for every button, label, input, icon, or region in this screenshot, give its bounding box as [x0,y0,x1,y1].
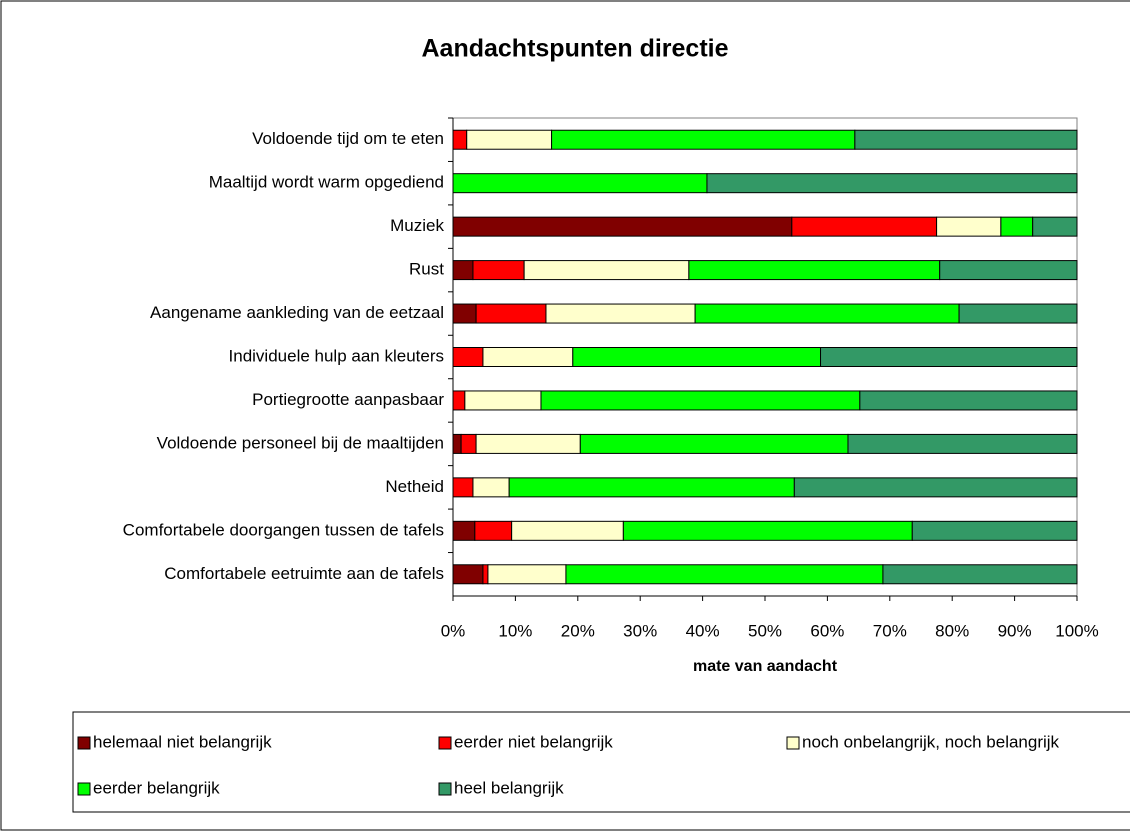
bar-segment [958,303,1078,324]
legend-label: eerder niet belangrijk [454,732,613,751]
bar-segment [622,520,913,541]
bar-segment [688,260,941,281]
bar-segment [911,520,1078,541]
bar-segment [475,433,581,454]
bar-segment [452,564,484,585]
x-tick-label: 100% [1055,621,1098,640]
bar-segment [859,390,1078,411]
bar-segment [452,347,484,367]
legend-label: heel belangrijk [454,778,564,797]
y-tick-label: Aangename aankleding van de eetzaal [150,303,444,322]
bar-segment [511,520,624,541]
bar-segment [820,347,1078,367]
x-tick-label: 10% [498,621,532,640]
bar-segment [472,477,510,498]
x-tick-label: 40% [686,621,720,640]
bar-segment [475,303,547,324]
y-tick-label: Rust [409,260,444,279]
bar-segment [466,129,553,150]
bar-segment [791,216,938,237]
bar-segment [508,477,795,498]
chart-title: Aandachtspunten directie [422,35,729,63]
y-tick-label: Comfortabele eetruimte aan de tafels [164,564,444,583]
bar-segment [452,303,477,324]
y-tick-label: Muziek [390,216,444,235]
bar-segment [523,260,690,281]
legend-swatch [77,782,91,796]
y-tick-label: Individuele hulp aan kleuters [229,346,444,365]
bar-segment [474,520,513,541]
legend-swatch [438,736,452,750]
bar-segment [452,433,462,454]
bar-segment [482,564,489,585]
y-tick-label: Voldoende personeel bij de maaltijden [157,433,444,452]
legend-swatch [438,782,452,796]
x-tick-label: 70% [873,621,907,640]
x-tick-label: 0% [441,621,466,640]
bar-segment [452,216,793,237]
bar-segment [793,477,1078,498]
bar-segment [706,173,1078,194]
bar-segment [565,564,884,585]
x-tick-label: 20% [561,621,595,640]
x-tick-label: 80% [935,621,969,640]
legend-label: helemaal niet belangrijk [93,732,272,751]
bar-segment [540,390,861,411]
bar-segment [482,347,574,367]
bar-segment [545,303,696,324]
bar-segment [464,390,542,411]
legend-label: noch onbelangrijk, noch belangrijk [802,732,1060,751]
bar-segment [1000,216,1034,237]
bar-segment [847,433,1078,454]
x-tick-label: 50% [748,621,782,640]
bar-segment [694,303,960,324]
bar-segment [551,129,856,150]
bar-segment [452,173,708,194]
y-tick-label: Portiegrootte aanpasbaar [252,390,444,409]
bar-segment [579,433,849,454]
y-tick-label: Voldoende tijd om te eten [252,129,444,148]
y-tick-label: Netheid [385,477,444,496]
bar-segment [854,129,1078,150]
y-tick-label: Maaltijd wordt warm opgediend [209,173,444,192]
legend-box [72,711,1130,813]
bar-segment [452,129,468,150]
bar-segment [452,520,476,541]
legend-swatch [786,736,800,750]
bar-segment [882,564,1078,585]
x-tick-label: 60% [810,621,844,640]
legend-swatch [77,736,91,750]
x-tick-label: 30% [623,621,657,640]
bar-segment [452,260,474,281]
y-tick-label: Comfortabele doorgangen tussen de tafels [123,520,444,539]
bar-segment [460,433,477,454]
x-tick-label: 90% [998,621,1032,640]
bar-segment [936,216,1002,237]
x-axis-title: mate van aandacht [693,658,838,675]
legend-label: eerder belangrijk [93,778,220,797]
bar-segment [1032,216,1078,237]
bar-segment [939,260,1078,281]
bar-segment [452,477,474,498]
bar-segment [487,564,567,585]
bar-segment [452,390,466,411]
bar-segment [572,347,822,367]
bar-segment [472,260,525,281]
